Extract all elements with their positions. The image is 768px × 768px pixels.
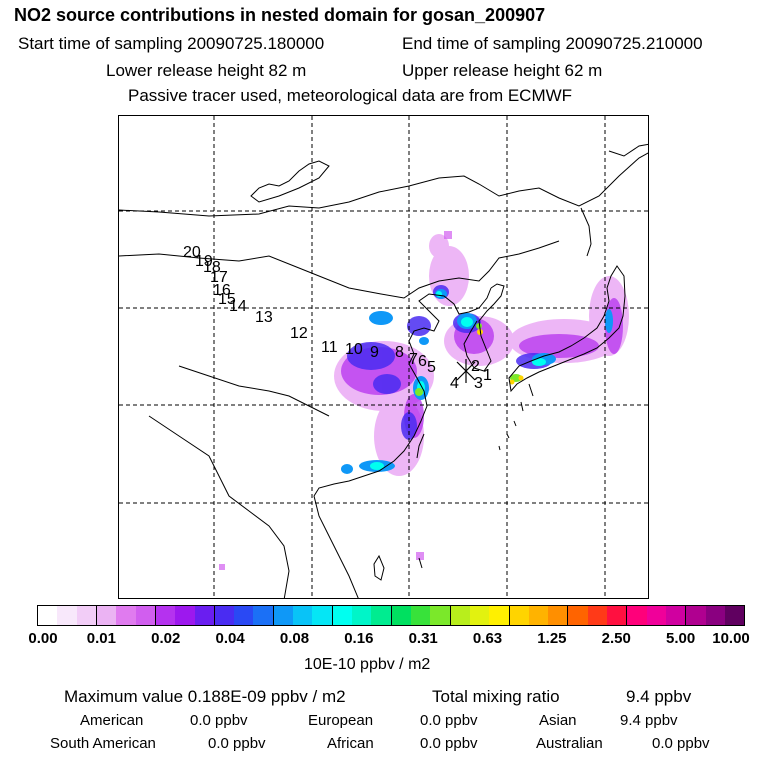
receptor-marker	[456, 359, 476, 383]
color-scale-tick-label: 0.04	[215, 630, 245, 647]
trajectory-label-16: 16	[213, 282, 231, 299]
concentration-field	[219, 231, 629, 570]
color-scale-tick-label: 0.31	[408, 630, 438, 647]
trajectory-label-14: 14	[229, 298, 247, 315]
color-scale-swatch	[587, 606, 608, 625]
color-scale-swatch	[627, 606, 647, 625]
trajectory-label-2: 2	[471, 358, 480, 375]
region-name-asian: Asian	[539, 712, 577, 729]
color-scale-swatch	[469, 606, 490, 625]
color-scale-unit: 10E-10 ppbv / m2	[304, 656, 431, 673]
graticule	[119, 116, 648, 598]
color-scale-swatch	[214, 606, 235, 625]
trajectory-label-15: 15	[218, 291, 236, 308]
region-name-australian: Australian	[536, 735, 603, 752]
color-scale-swatch	[509, 606, 529, 625]
trajectory-label-10: 10	[345, 341, 363, 358]
color-scale-swatch	[568, 606, 588, 625]
trajectory-labels: 1 2 3 4 5 6 7 8 9 10 11 12 13 14 15 16 1…	[183, 244, 492, 392]
color-scale-tick-label: 2.50	[601, 630, 631, 647]
color-scale-swatch	[234, 606, 254, 625]
trajectory-label-5: 5	[427, 359, 436, 376]
color-scale-tick-label: 0.63	[472, 630, 503, 647]
color-scale-tick-label: 0.02	[151, 630, 181, 647]
trajectory-label-8: 8	[395, 344, 404, 361]
maximum-value: Maximum value 0.188E-09 ppbv / m2	[64, 687, 346, 706]
color-scale-swatch	[548, 606, 569, 625]
region-value-american: 0.0 ppbv	[190, 712, 248, 729]
upper-release-height-label: Upper release height 62 m	[402, 61, 603, 80]
color-scale-swatch	[76, 606, 97, 625]
region-name-american: American	[80, 712, 144, 729]
color-scale-swatch	[489, 606, 510, 625]
color-scale-swatch	[38, 606, 58, 625]
region-name-african: African	[327, 735, 374, 752]
color-scale-swatch	[96, 606, 117, 625]
region-value-african: 0.0 ppbv	[420, 735, 478, 752]
trajectory-label-7: 7	[409, 351, 418, 368]
trajectory-label-1: 1	[483, 367, 492, 384]
trajectory-label-9: 9	[370, 344, 379, 361]
plot-title: NO2 source contributions in nested domai…	[14, 5, 546, 25]
map-canvas: 1 2 3 4 5 6 7 8 9 10 11 12 13 14 15 16 1…	[119, 116, 648, 598]
color-scale-ticks: 0.00 0.01 0.02 0.04 0.08 0.16 0.31 0.63 1.25 2.50…	[0, 630, 768, 650]
trajectory-label-20: 20	[183, 244, 201, 261]
color-scale-swatch	[528, 606, 549, 625]
trajectory-label-11: 11	[321, 339, 338, 356]
trajectory-label-13: 13	[255, 309, 273, 326]
color-scale-swatch	[312, 606, 333, 625]
color-scale-tick-label: 0.08	[279, 630, 310, 647]
tracer-note: Passive tracer used, meteorological data…	[128, 86, 573, 105]
color-scale-swatch	[371, 606, 392, 625]
map-panel: 1 2 3 4 5 6 7 8 9 10 11 12 13 14 15 16 1…	[118, 115, 649, 599]
color-scale-swatch	[273, 606, 294, 625]
total-mixing-ratio-label: Total mixing ratio	[432, 687, 560, 706]
color-scale-tick-label: 5.00	[666, 630, 696, 647]
trajectory-label-6: 6	[418, 353, 427, 370]
trajectory-label-18: 18	[203, 259, 221, 276]
start-time-label: Start time of sampling 20090725.180000	[18, 34, 325, 53]
color-scale-swatch	[57, 606, 77, 625]
color-scale-tick-label: 0.00	[28, 630, 58, 647]
color-scale-tick-label: 0.16	[344, 630, 374, 647]
color-scale-swatch	[705, 606, 725, 625]
color-scale-swatch	[450, 606, 470, 625]
trajectory-label-4: 4	[450, 375, 459, 392]
region-value-south-american: 0.0 ppbv	[208, 735, 266, 752]
color-scale-swatch	[116, 606, 136, 625]
region-value-asian: 9.4 ppbv	[620, 712, 678, 729]
color-scale-tick-label: 1.25	[537, 630, 567, 647]
color-scale-tick-label: 10.00	[712, 630, 750, 647]
color-scale-tick-label: 0.01	[86, 630, 116, 647]
color-scale-swatch	[391, 606, 411, 625]
total-mixing-ratio-value: 9.4 ppbv	[626, 687, 692, 706]
color-scale-swatch	[607, 606, 628, 625]
trajectory-label-12: 12	[290, 325, 308, 342]
color-scale-bar	[37, 605, 745, 626]
trajectory-label-3: 3	[474, 375, 483, 392]
color-scale-swatch	[666, 606, 687, 625]
trajectory-label-17: 17	[210, 269, 228, 286]
color-scale-swatch	[410, 606, 431, 625]
color-scale-swatch	[352, 606, 372, 625]
region-name-european: European	[308, 712, 374, 729]
color-scale-swatch	[646, 606, 666, 625]
region-value-australian: 0.0 ppbv	[652, 735, 710, 752]
color-scale-swatch	[293, 606, 313, 625]
color-scale-swatch	[332, 606, 352, 625]
color-scale-swatch	[194, 606, 215, 625]
region-value-european: 0.0 ppbv	[420, 712, 478, 729]
end-time-label: End time of sampling 20090725.210000	[402, 34, 703, 53]
lower-release-height-label: Lower release height 82 m	[106, 61, 307, 80]
color-scale-swatch	[175, 606, 195, 625]
color-scale-swatch	[724, 606, 745, 625]
trajectory-label-19: 19	[195, 253, 213, 270]
color-scale-swatch	[686, 606, 706, 625]
color-scale-swatch	[430, 606, 451, 625]
color-scale-swatch	[155, 606, 176, 625]
color-scale-swatch	[135, 606, 156, 625]
region-name-south-american: South American	[50, 735, 156, 752]
color-scale-swatch	[253, 606, 274, 625]
